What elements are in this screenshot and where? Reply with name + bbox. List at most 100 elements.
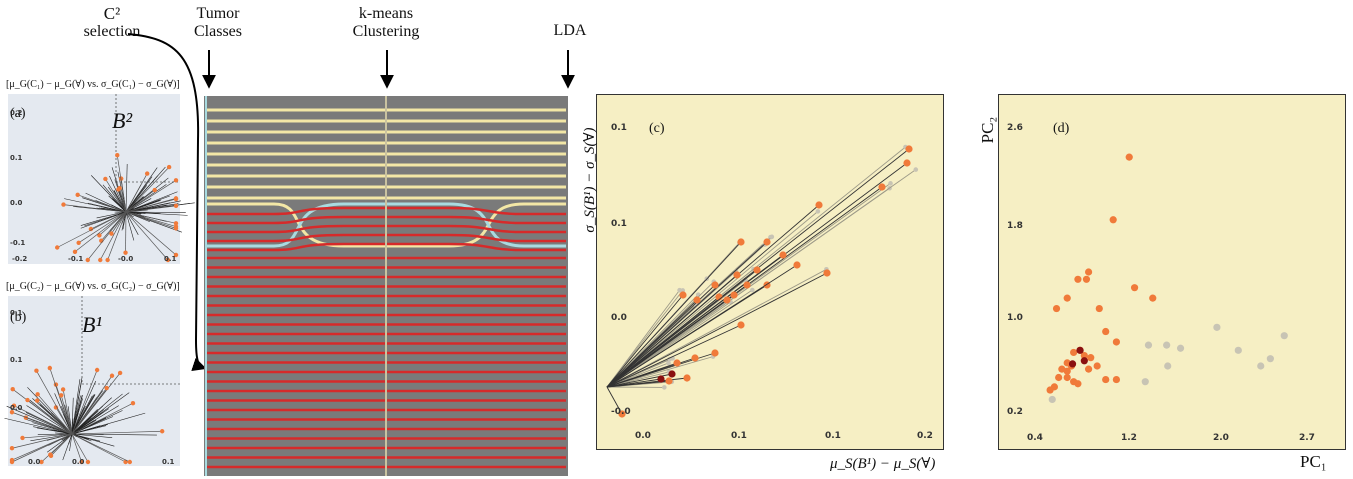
selected-point (693, 296, 701, 304)
scatter-point-orange (1063, 367, 1071, 375)
scatter-point-orange (1080, 351, 1088, 360)
panel-d-ylabel: PC₂ (978, 116, 997, 144)
vector-line (80, 211, 127, 229)
c-xtick-0: 0.0 (635, 431, 651, 441)
panel-c-ylabel: σ_S(B¹) − σ_S(∀) (582, 127, 598, 233)
c2-label: C² (103, 4, 121, 23)
selected-vector-line (13, 405, 73, 435)
selected-point (117, 186, 122, 191)
selected-point (173, 178, 179, 183)
scatter-point-orange (1074, 380, 1082, 388)
selected-point (34, 368, 39, 373)
scatter-point-grey-point (1234, 346, 1242, 354)
red-cluster-curve (206, 233, 566, 243)
d-ytick-3: 0.2 (1007, 407, 1023, 417)
selected-point (173, 224, 179, 229)
selected-vector-line (11, 433, 73, 449)
b-ytick-2: 0.0 (10, 404, 23, 412)
scatter-point-orange (1130, 284, 1139, 292)
vector-line (30, 433, 73, 442)
selected-vector (606, 272, 828, 388)
c-xtick-3: 0.2 (917, 431, 933, 441)
selected-vector-line (71, 430, 163, 435)
kmeans-header: k-means Clustering (330, 5, 442, 41)
selected-vector-line (125, 211, 177, 224)
selected-vector-line (116, 155, 127, 213)
selected-point (9, 410, 15, 415)
selected-point (878, 183, 886, 191)
selected-vector-line (22, 433, 73, 439)
d-ytick-0: 2.6 (1007, 123, 1023, 133)
selected-point (166, 164, 172, 170)
c-ytick-0: 0.1 (611, 123, 627, 133)
selected-point (711, 349, 719, 357)
selected-point (72, 249, 78, 254)
scatter-point-orange (1149, 294, 1157, 302)
d-xtick-2: 2.0 (1213, 433, 1229, 443)
background-vector (606, 169, 917, 388)
selected-point (159, 429, 165, 434)
scatter-point-orange (1063, 294, 1071, 302)
selected-vector-line (74, 211, 127, 253)
background-vector (606, 289, 680, 388)
selected-vector-line (71, 402, 134, 435)
vector-line (109, 175, 127, 213)
selected-vector-line (125, 211, 177, 227)
vector-line (69, 433, 73, 452)
clustering-label: Clustering (352, 23, 420, 40)
selected-point (657, 375, 665, 383)
selected-point (152, 187, 157, 193)
vector-line (68, 433, 73, 445)
background-vector (606, 290, 684, 388)
selected-point (59, 393, 64, 398)
selected-vector-line (99, 211, 127, 261)
red-cluster-curve (206, 242, 566, 252)
selected-point (144, 171, 150, 176)
d-xtick-3: 2.7 (1299, 433, 1315, 443)
c-xtick-2: 0.1 (825, 431, 841, 441)
selected-point (25, 397, 30, 403)
selected-point (9, 459, 15, 465)
selected-vector-line (107, 211, 127, 261)
selected-point (98, 257, 103, 263)
selected-point (11, 403, 17, 408)
selected-point (173, 203, 179, 209)
selected-point (905, 145, 913, 153)
vector-line (102, 184, 127, 213)
background-point (769, 234, 775, 240)
a-ytick-1: 0.1 (10, 154, 23, 162)
vector-line (71, 377, 83, 435)
selected-point (903, 159, 911, 167)
b-ytick-0: 0.1 (10, 309, 23, 317)
selected-point (20, 435, 25, 441)
selected-point (117, 370, 123, 376)
vector-line (71, 425, 101, 435)
b1-region-label: B¹ (82, 312, 103, 337)
selected-vector-line (71, 433, 82, 463)
vector-line (71, 433, 115, 447)
selected-point (109, 231, 114, 236)
vector-line (71, 433, 157, 436)
tumor-label: Tumor (196, 5, 240, 22)
selection-arrow (127, 33, 207, 372)
b-xtick-0: 0.0 (28, 458, 41, 466)
selected-vector (606, 264, 798, 388)
scatter-point-orange (1074, 275, 1082, 283)
selected-vector-line (77, 194, 127, 213)
background-point (677, 287, 682, 293)
selected-point (668, 370, 676, 378)
b-ytick-1: 0.1 (10, 356, 23, 364)
selected-vector-line (125, 173, 148, 213)
panel-d-xlabel: PC₁ (1300, 452, 1327, 471)
selected-point (103, 176, 108, 182)
background-point (662, 385, 667, 390)
selected-point (815, 201, 823, 209)
d-xtick-0: 0.4 (1027, 433, 1043, 443)
plot-b: (b) B¹ 0.1 0.1 0.0 0.0 0.0 0.1 (4, 296, 180, 466)
vector-line (125, 201, 155, 213)
vector-line (71, 411, 101, 435)
selected-vector (606, 386, 623, 415)
scatter-point-grey-point (1213, 323, 1221, 331)
selected-point (55, 245, 60, 250)
selected-point (173, 196, 179, 202)
